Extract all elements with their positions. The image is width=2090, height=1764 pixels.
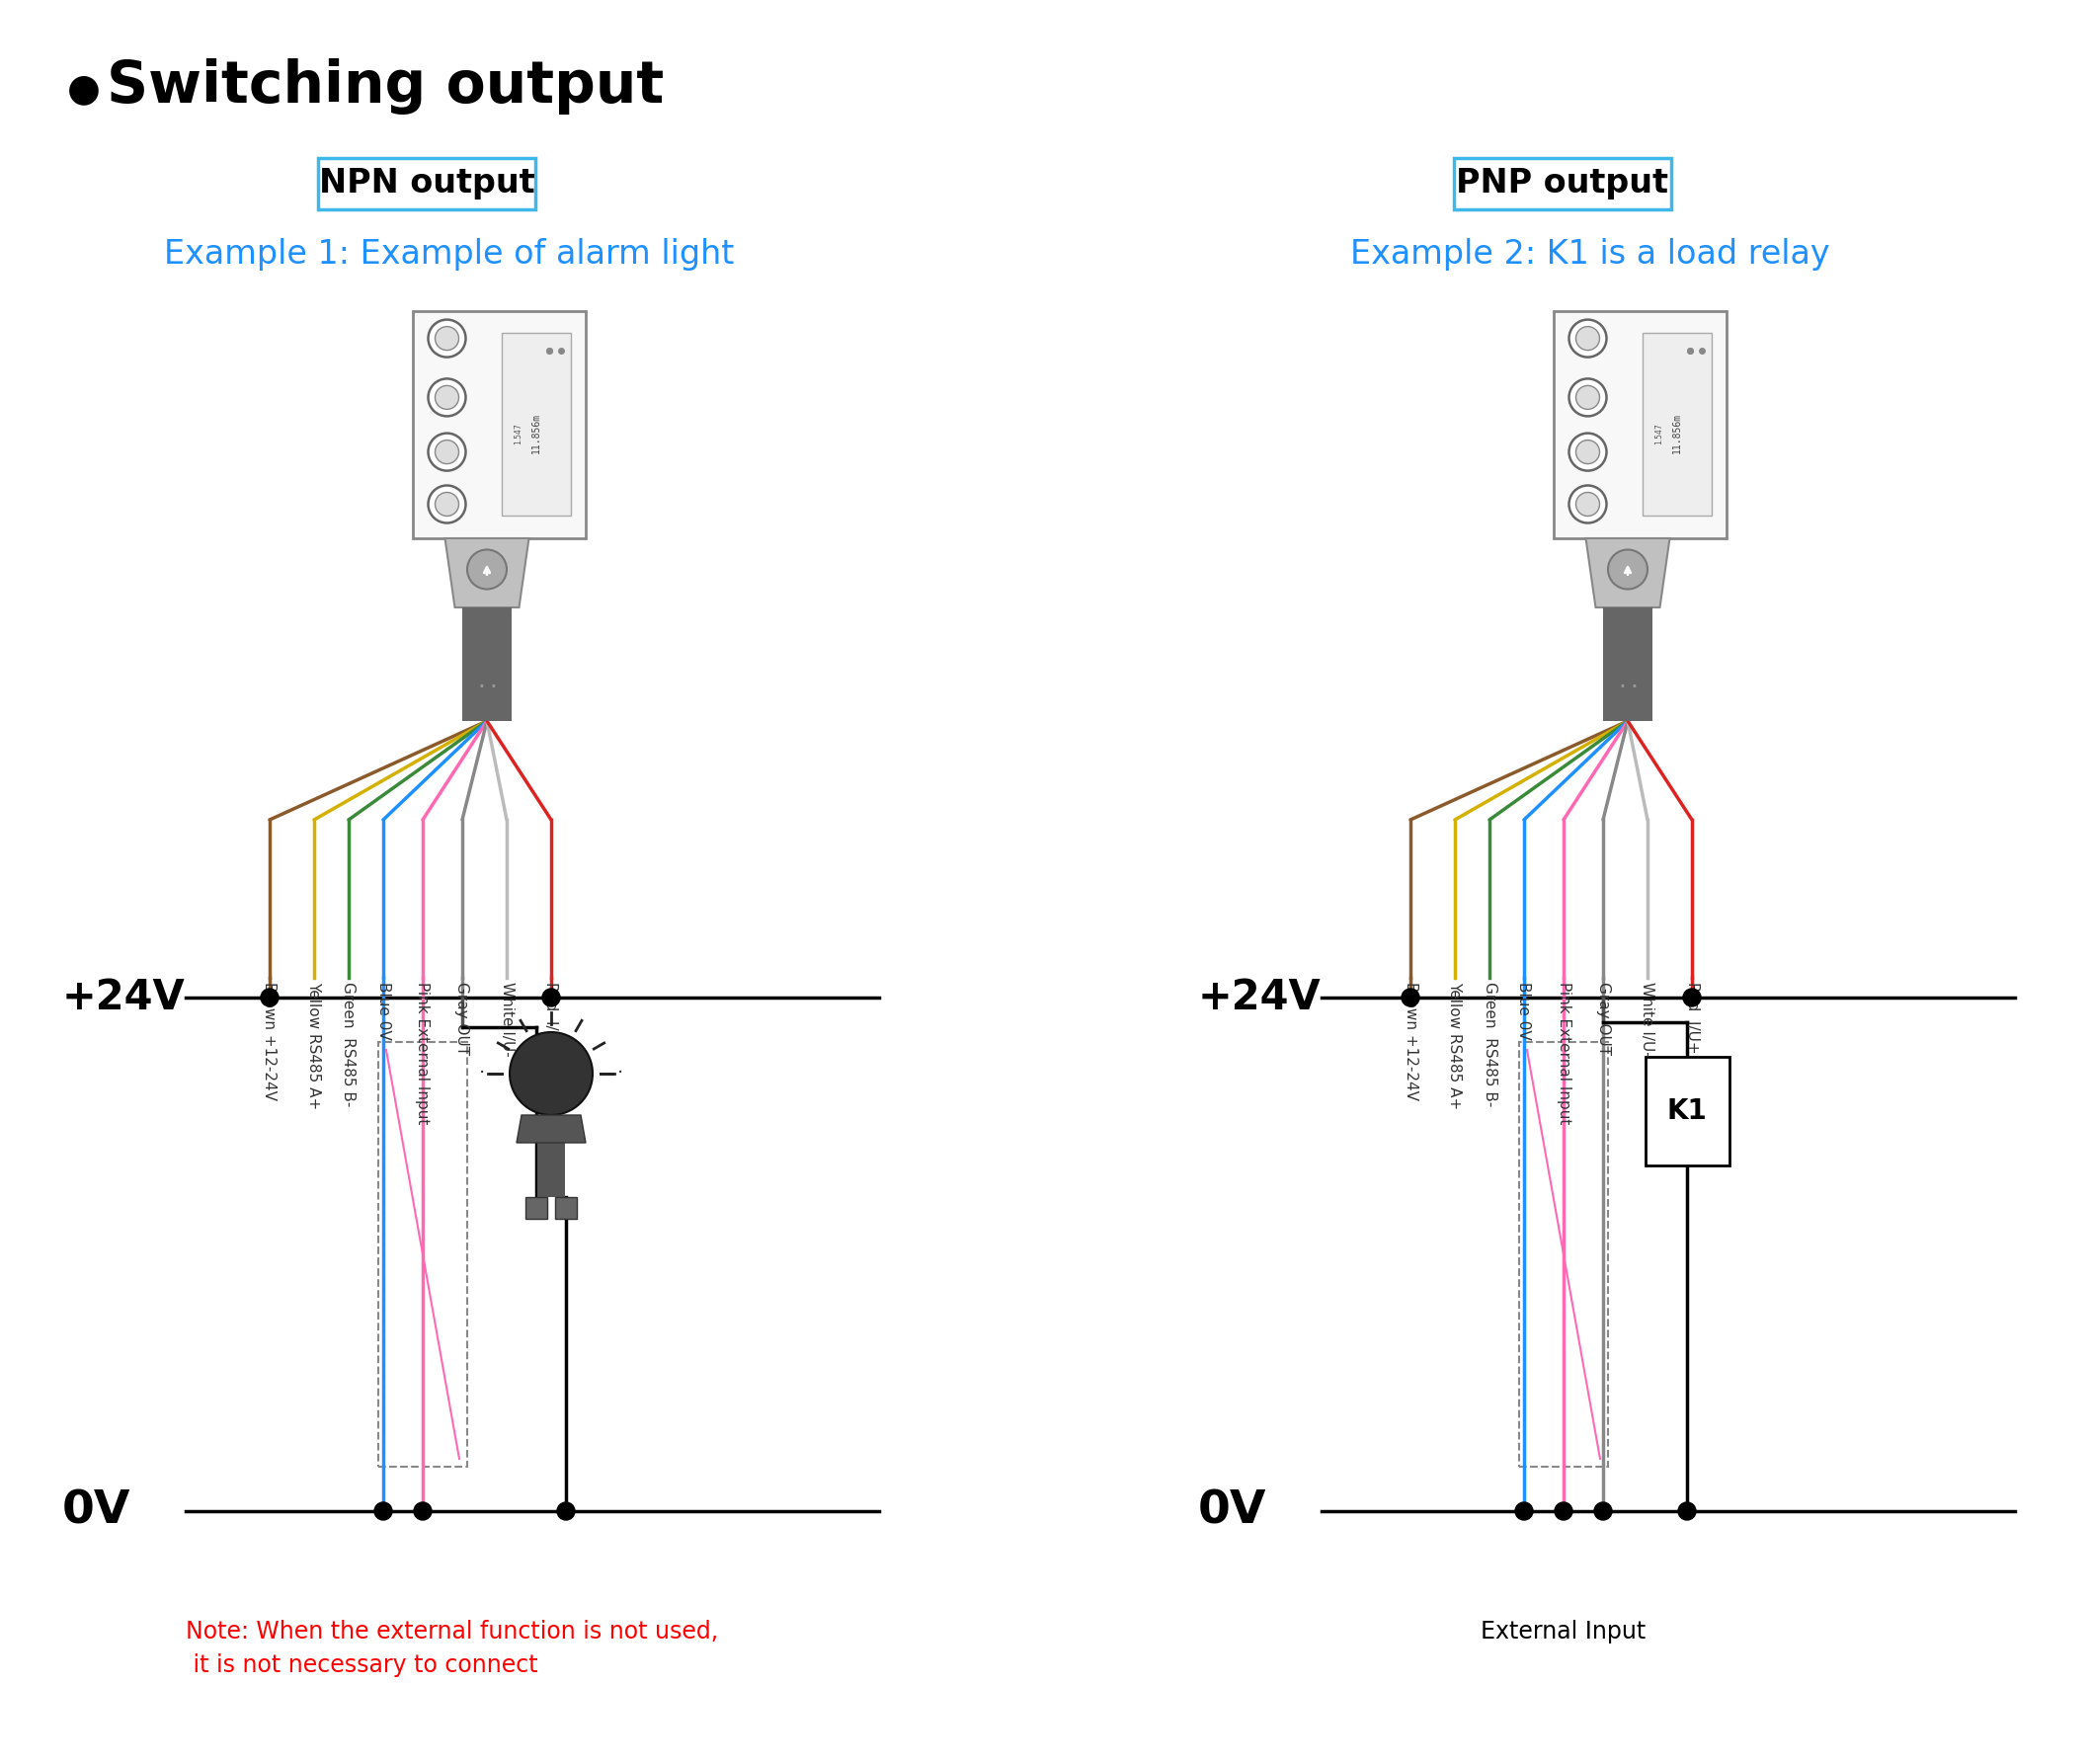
Circle shape <box>468 550 506 589</box>
Text: 0V: 0V <box>63 1489 132 1533</box>
Circle shape <box>374 1503 393 1521</box>
Circle shape <box>435 439 460 464</box>
FancyBboxPatch shape <box>525 1198 548 1219</box>
Circle shape <box>1678 1503 1695 1521</box>
Circle shape <box>1607 550 1647 589</box>
Circle shape <box>414 1503 433 1521</box>
Text: Yellow RS485 A+: Yellow RS485 A+ <box>307 983 322 1110</box>
Circle shape <box>1555 1503 1572 1521</box>
Text: Red  I/U+: Red I/U+ <box>1685 983 1699 1053</box>
Text: K1: K1 <box>1668 1097 1708 1125</box>
Text: ·: · <box>1630 676 1639 699</box>
Text: 11.856m: 11.856m <box>1672 413 1682 453</box>
Text: Switching output: Switching output <box>107 58 665 115</box>
Text: Pink External Input: Pink External Input <box>416 983 431 1124</box>
Polygon shape <box>1586 538 1670 607</box>
Circle shape <box>428 379 466 416</box>
Polygon shape <box>445 538 529 607</box>
Text: Yellow RS485 A+: Yellow RS485 A+ <box>1448 983 1463 1110</box>
Circle shape <box>261 988 278 1007</box>
Text: Brown +12-24V: Brown +12-24V <box>261 983 278 1101</box>
Polygon shape <box>516 1115 585 1143</box>
Circle shape <box>1576 492 1599 517</box>
FancyBboxPatch shape <box>502 333 571 515</box>
Circle shape <box>435 492 460 517</box>
Circle shape <box>558 1503 575 1521</box>
Circle shape <box>1570 379 1607 416</box>
FancyBboxPatch shape <box>1553 310 1726 538</box>
Circle shape <box>510 1032 594 1115</box>
FancyBboxPatch shape <box>1603 607 1653 721</box>
Text: Pink External Input: Pink External Input <box>1557 983 1572 1124</box>
Circle shape <box>1595 1503 1611 1521</box>
Text: ●: ● <box>67 71 100 108</box>
Text: ·: · <box>489 676 497 699</box>
FancyBboxPatch shape <box>1455 159 1672 210</box>
FancyBboxPatch shape <box>1645 1057 1728 1166</box>
Circle shape <box>1682 988 1701 1007</box>
Text: 11.856m: 11.856m <box>531 413 541 453</box>
Circle shape <box>435 386 460 409</box>
Text: Blue 0V: Blue 0V <box>376 983 391 1039</box>
Text: White I/U-: White I/U- <box>500 983 514 1057</box>
Text: +24V: +24V <box>1198 977 1321 1018</box>
Circle shape <box>1570 434 1607 471</box>
Circle shape <box>428 319 466 356</box>
FancyBboxPatch shape <box>412 310 585 538</box>
Text: Green  RS485 B-: Green RS485 B- <box>341 983 355 1106</box>
Circle shape <box>1570 319 1607 356</box>
Text: Blue 0V: Blue 0V <box>1517 983 1532 1039</box>
Text: 1.547: 1.547 <box>514 423 522 445</box>
Text: 1.547: 1.547 <box>1655 423 1664 445</box>
Circle shape <box>1576 386 1599 409</box>
Text: Note: When the external function is not used,
 it is not necessary to connect: Note: When the external function is not … <box>186 1619 719 1676</box>
Text: White I/U-: White I/U- <box>1641 983 1655 1057</box>
Text: Example 1: Example of alarm light: Example 1: Example of alarm light <box>165 238 734 272</box>
Text: ·: · <box>479 1064 485 1083</box>
Text: Green  RS485 B-: Green RS485 B- <box>1482 983 1496 1106</box>
Text: NPN output: NPN output <box>318 168 535 199</box>
Text: ·: · <box>617 1064 623 1083</box>
Circle shape <box>541 988 560 1007</box>
FancyBboxPatch shape <box>537 1143 564 1198</box>
Circle shape <box>1515 1503 1532 1521</box>
Circle shape <box>428 434 466 471</box>
Circle shape <box>435 326 460 351</box>
Text: PNP output: PNP output <box>1457 168 1668 199</box>
Text: +24V: +24V <box>63 977 186 1018</box>
Circle shape <box>1576 326 1599 351</box>
FancyBboxPatch shape <box>1643 333 1712 515</box>
Text: ·: · <box>477 676 485 699</box>
Text: Gray OUT: Gray OUT <box>1595 983 1611 1055</box>
Text: Brown +12-24V: Brown +12-24V <box>1402 983 1417 1101</box>
FancyBboxPatch shape <box>556 1198 577 1219</box>
Circle shape <box>1570 485 1607 522</box>
Circle shape <box>428 485 466 522</box>
Text: ·: · <box>1618 676 1626 699</box>
FancyBboxPatch shape <box>318 159 535 210</box>
Text: External Input: External Input <box>1482 1619 1647 1644</box>
Circle shape <box>1402 988 1419 1007</box>
Text: Gray OUT: Gray OUT <box>456 983 470 1055</box>
Text: Red  I/U+: Red I/U+ <box>543 983 558 1053</box>
Text: Example 2: K1 is a load relay: Example 2: K1 is a load relay <box>1350 238 1831 272</box>
FancyBboxPatch shape <box>462 607 512 721</box>
Circle shape <box>1576 439 1599 464</box>
Text: 0V: 0V <box>1198 1489 1267 1533</box>
